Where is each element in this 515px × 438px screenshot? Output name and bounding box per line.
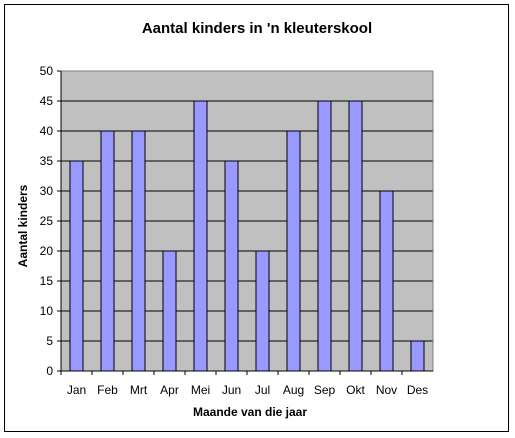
bar-chart: Aantal kinders in 'n kleuterskool Aantal… — [16, 20, 434, 419]
bar-mrt — [131, 130, 146, 372]
bar-jul — [255, 250, 270, 372]
y-tick-label: 35 — [40, 154, 54, 168]
chart-title: Aantal kinders in 'n kleuterskool — [142, 20, 372, 37]
bar-aug — [286, 130, 301, 372]
bar-mei — [193, 100, 208, 372]
x-tick-label: Des — [407, 383, 428, 397]
x-tick-label: Aug — [283, 383, 304, 397]
x-axis-label: Maande van die jaar — [193, 405, 307, 419]
x-tick-label: Jan — [67, 383, 86, 397]
bar-okt — [348, 100, 363, 372]
bar-jan — [69, 160, 84, 372]
y-tick-label: 10 — [40, 304, 54, 318]
bar-des — [410, 340, 425, 372]
bar-sep — [317, 100, 332, 372]
y-tick-label: 50 — [40, 64, 54, 78]
plot-area: 0 5 10 15 20 25 30 35 40 45 50 Jan Feb Mrt Apr Mei Jun Ju… — [40, 64, 434, 397]
y-tick-label: 15 — [40, 274, 54, 288]
bar-nov — [379, 190, 394, 372]
x-tick-label: Mei — [191, 383, 210, 397]
y-tick-label: 30 — [40, 184, 54, 198]
bar-apr — [162, 250, 177, 372]
y-tick-label: 45 — [40, 94, 54, 108]
chart-frame: Aantal kinders in 'n kleuterskool Aantal… — [4, 4, 509, 432]
y-axis-label: Aantal kinders — [16, 184, 30, 267]
y-tick-label: 25 — [40, 214, 54, 228]
x-tick-label: Jul — [255, 383, 270, 397]
x-tick-label: Feb — [97, 383, 118, 397]
y-tick-label: 0 — [46, 364, 53, 378]
y-tick-label: 40 — [40, 124, 54, 138]
x-tick-label: Jun — [222, 383, 241, 397]
bar-jun — [224, 160, 239, 372]
x-tick-label: Nov — [376, 383, 397, 397]
y-tick-label: 5 — [46, 334, 53, 348]
y-tick-label: 20 — [40, 244, 54, 258]
x-tick-label: Apr — [160, 383, 179, 397]
x-tick-label: Mrt — [130, 383, 148, 397]
bar-feb — [100, 130, 115, 372]
x-tick-label: Sep — [314, 383, 336, 397]
x-tick-label: Okt — [346, 383, 365, 397]
